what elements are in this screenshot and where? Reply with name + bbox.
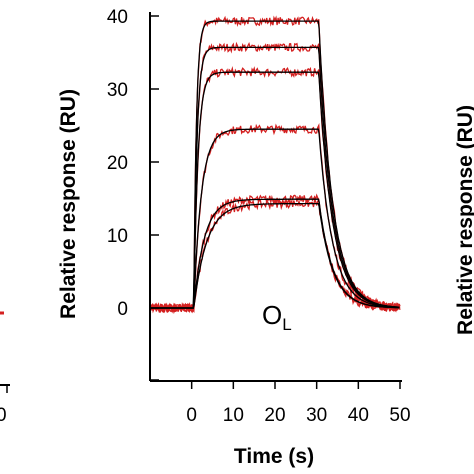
left-fragment-tick-label: 0 [0,405,7,426]
x-tick-label: 30 [306,405,327,426]
annotation-main: O [262,300,282,330]
y-tick-label: 10 [107,226,128,247]
right-panel-ylabel-fragment: Relative response (RU) [454,105,474,335]
y-tick-label: 40 [107,7,128,28]
fit-curve-2 [150,46,400,309]
y-ticks: 0 10 20 30 40 [107,7,159,381]
fit-curve-1 [150,20,400,309]
left-panel-fragment: 0 [0,311,10,426]
x-tick-label: 20 [264,405,285,426]
x-tick-label: 0 [186,405,197,426]
fit-curve-4 [150,128,400,309]
y-axis-title: Relative response (RU) [57,89,80,319]
x-tick-label: 40 [348,405,369,426]
x-ticks: 0 10 20 30 40 50 [186,381,411,426]
curves-layer [149,15,401,315]
annotation-label: OL [262,300,292,334]
y-tick-label: 30 [107,80,128,101]
y-tick-label: 20 [107,153,128,174]
fit-curve-5 [150,198,400,309]
measured-curve-3 [149,66,401,314]
fit-curve-6 [150,202,400,309]
x-tick-label: 10 [223,405,244,426]
annotation-subscript: L [282,315,291,334]
measured-curve-6 [149,198,401,314]
measured-curve-4 [149,122,401,315]
y-tick-label: 0 [117,299,128,320]
measured-curve-1 [149,15,401,314]
x-tick-label: 50 [389,405,410,426]
fit-curve-3 [150,71,400,309]
measured-curve-2 [149,41,401,313]
x-axis-title: Time (s) [234,445,314,468]
